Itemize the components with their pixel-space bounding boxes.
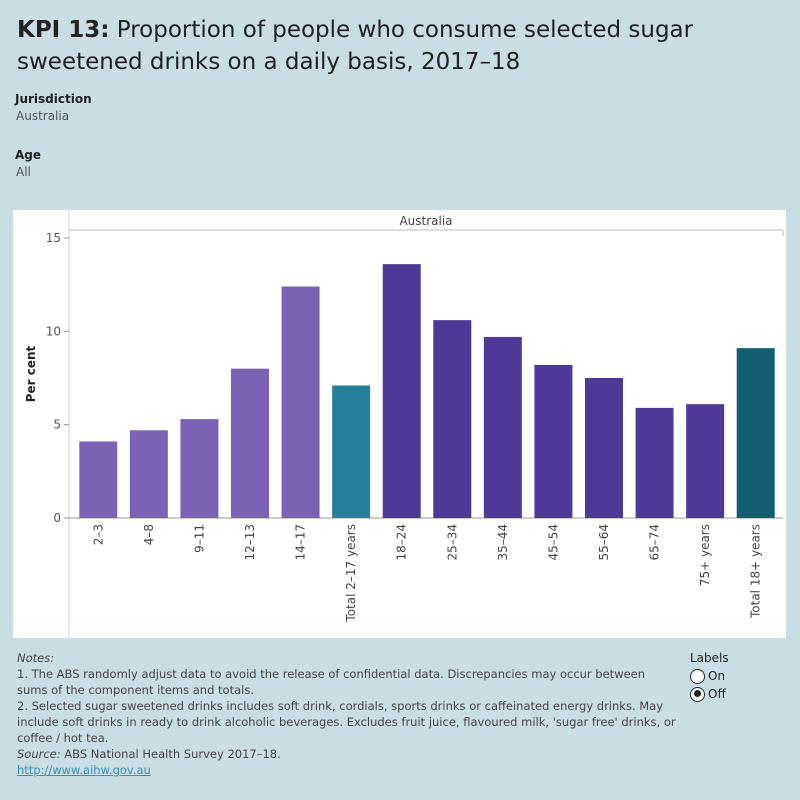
bar-1[interactable] [129, 430, 168, 518]
jurisdiction-filter-label: Jurisdiction [15, 92, 92, 106]
bar-8[interactable] [483, 336, 522, 518]
labels-on-option[interactable]: On [690, 667, 729, 685]
bar-5[interactable] [332, 385, 371, 518]
bar-12[interactable] [686, 404, 725, 518]
x-tick-label-3: 12–13 [243, 524, 257, 561]
y-tick-label: 0 [53, 511, 61, 525]
bar-6[interactable] [382, 264, 421, 518]
bar-0[interactable] [79, 441, 118, 518]
y-tick-label: 5 [53, 418, 61, 432]
source-label: Source: [17, 747, 61, 761]
x-tick-label-13: Total 18+ years [749, 524, 763, 619]
x-tick-label-12: 75+ years [698, 524, 712, 586]
x-tick-label-6: 18–24 [395, 524, 409, 561]
panel-label: Australia [399, 214, 452, 228]
aihw-link[interactable]: http://www.aihw.gov.au [17, 763, 151, 777]
x-tick-label-7: 25–34 [445, 524, 459, 561]
x-tick-label-10: 55–64 [597, 524, 611, 561]
source-text: ABS National Health Survey 2017–18. [60, 747, 281, 761]
x-tick-label-1: 4–8 [142, 524, 156, 545]
chart-panel: Australia 0 5 10 15 Per cent 2–3 4–8 9–11 12–13 14… [13, 210, 786, 638]
x-tick-label-8: 35–44 [496, 524, 510, 561]
x-tick-label-11: 65–74 [648, 524, 662, 561]
bar-4[interactable] [281, 286, 320, 518]
y-axis-label: Per cent [24, 345, 38, 402]
labels-off-radio[interactable] [690, 686, 705, 702]
labels-toggle: Labels On Off [690, 651, 729, 703]
x-tick-label-4: 14–17 [294, 524, 308, 561]
x-tick-label-5: Total 2–17 years [344, 524, 358, 623]
bar-chart: Australia 0 5 10 15 Per cent 2–3 4–8 9–11 12–13 14… [24, 210, 784, 638]
bar-13[interactable] [736, 348, 775, 518]
jurisdiction-filter-value[interactable]: Australia [16, 109, 70, 123]
title-text: Proportion of people who consume selecte… [17, 17, 694, 75]
age-filter-label: Age [15, 148, 42, 162]
labels-off-option[interactable]: Off [690, 685, 729, 703]
labels-on-radio[interactable] [690, 668, 705, 684]
labels-toggle-title: Labels [690, 651, 729, 665]
x-tick-label-0: 2–3 [91, 524, 105, 545]
notes-section: Notes: 1. The ABS randomly adjust data t… [17, 650, 677, 778]
kpi-label: KPI 13: [17, 17, 110, 43]
bar-10[interactable] [585, 378, 623, 518]
source-line: Source: ABS National Health Survey 2017–… [17, 746, 677, 762]
y-tick-label: 10 [46, 324, 61, 338]
bar-7[interactable] [433, 320, 472, 518]
labels-off-label: Off [708, 687, 726, 701]
x-tick-label-2: 9–11 [192, 524, 206, 553]
bar-11[interactable] [635, 407, 674, 518]
y-tick-label: 15 [46, 231, 61, 245]
bar-9[interactable] [534, 364, 573, 518]
labels-on-label: On [708, 669, 726, 683]
note-1: 1. The ABS randomly adjust data to avoid… [17, 667, 646, 697]
note-2: 2. Selected sugar sweetened drinks inclu… [17, 699, 676, 745]
x-tick-label-9: 45–54 [546, 524, 560, 561]
notes-heading: Notes: [17, 651, 55, 665]
chart-title: KPI 13: Proportion of people who consume… [17, 14, 777, 78]
age-filter-value[interactable]: All [16, 165, 31, 179]
bar-3[interactable] [231, 368, 269, 518]
bar-2[interactable] [180, 419, 219, 518]
